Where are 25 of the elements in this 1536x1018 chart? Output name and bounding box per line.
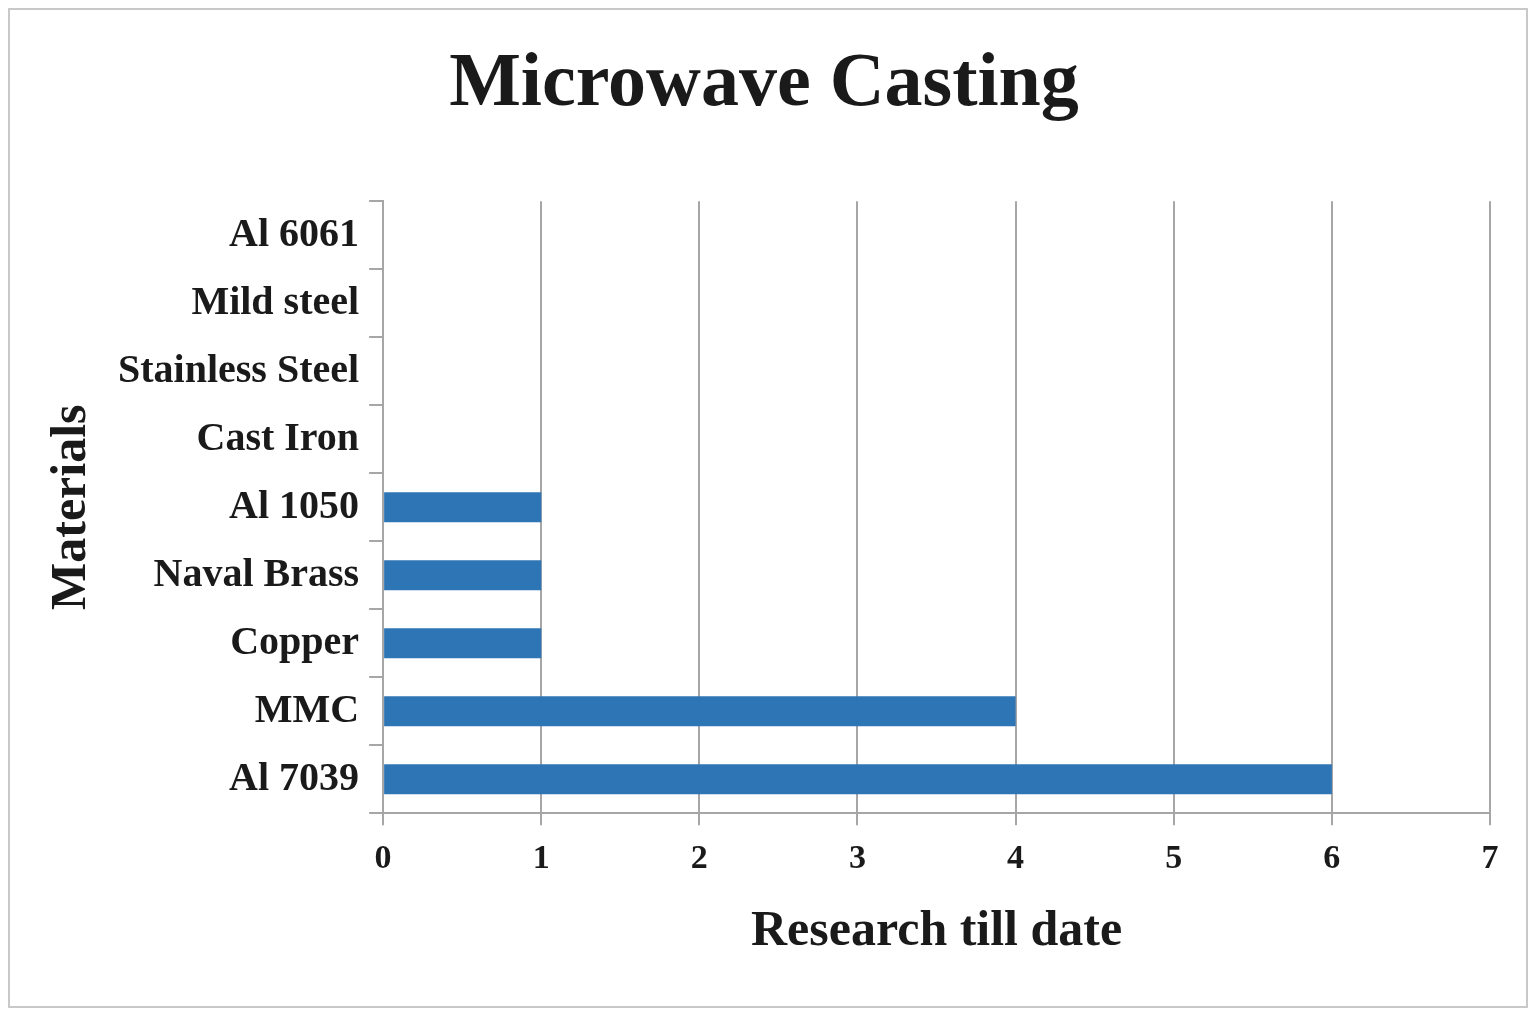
y-tick-label: Al 7039 xyxy=(229,753,360,799)
x-tick-label: 4 xyxy=(1007,838,1025,876)
y-tick-label: Al 6061 xyxy=(229,209,360,255)
x-tick-label: 0 xyxy=(374,838,392,876)
x-tick-label: 7 xyxy=(1481,838,1499,876)
bar xyxy=(384,492,542,523)
x-tick-label: 2 xyxy=(690,838,708,876)
x-axis-title: Research till date xyxy=(750,899,1123,956)
bar xyxy=(384,696,1016,727)
x-tick-label: 1 xyxy=(532,838,550,876)
x-tick-label: 6 xyxy=(1323,838,1341,876)
bar xyxy=(384,560,542,591)
y-tick-label: Cast Iron xyxy=(196,413,360,459)
x-tick-label: 5 xyxy=(1165,838,1183,876)
x-tick-label: 3 xyxy=(848,838,866,876)
y-tick-label: MMC xyxy=(254,685,360,731)
y-tick-label: Stainless Steel xyxy=(117,345,360,391)
y-tick-label: Mild steel xyxy=(191,277,360,323)
y-tick-label: Copper xyxy=(230,617,360,663)
y-axis-title: Materials xyxy=(39,404,96,610)
bar xyxy=(384,764,1332,795)
y-tick-label: Naval Brass xyxy=(153,549,360,595)
chart-title: Microwave Casting xyxy=(449,37,1079,122)
y-tick-label: Al 1050 xyxy=(229,481,360,527)
bar xyxy=(384,628,542,659)
